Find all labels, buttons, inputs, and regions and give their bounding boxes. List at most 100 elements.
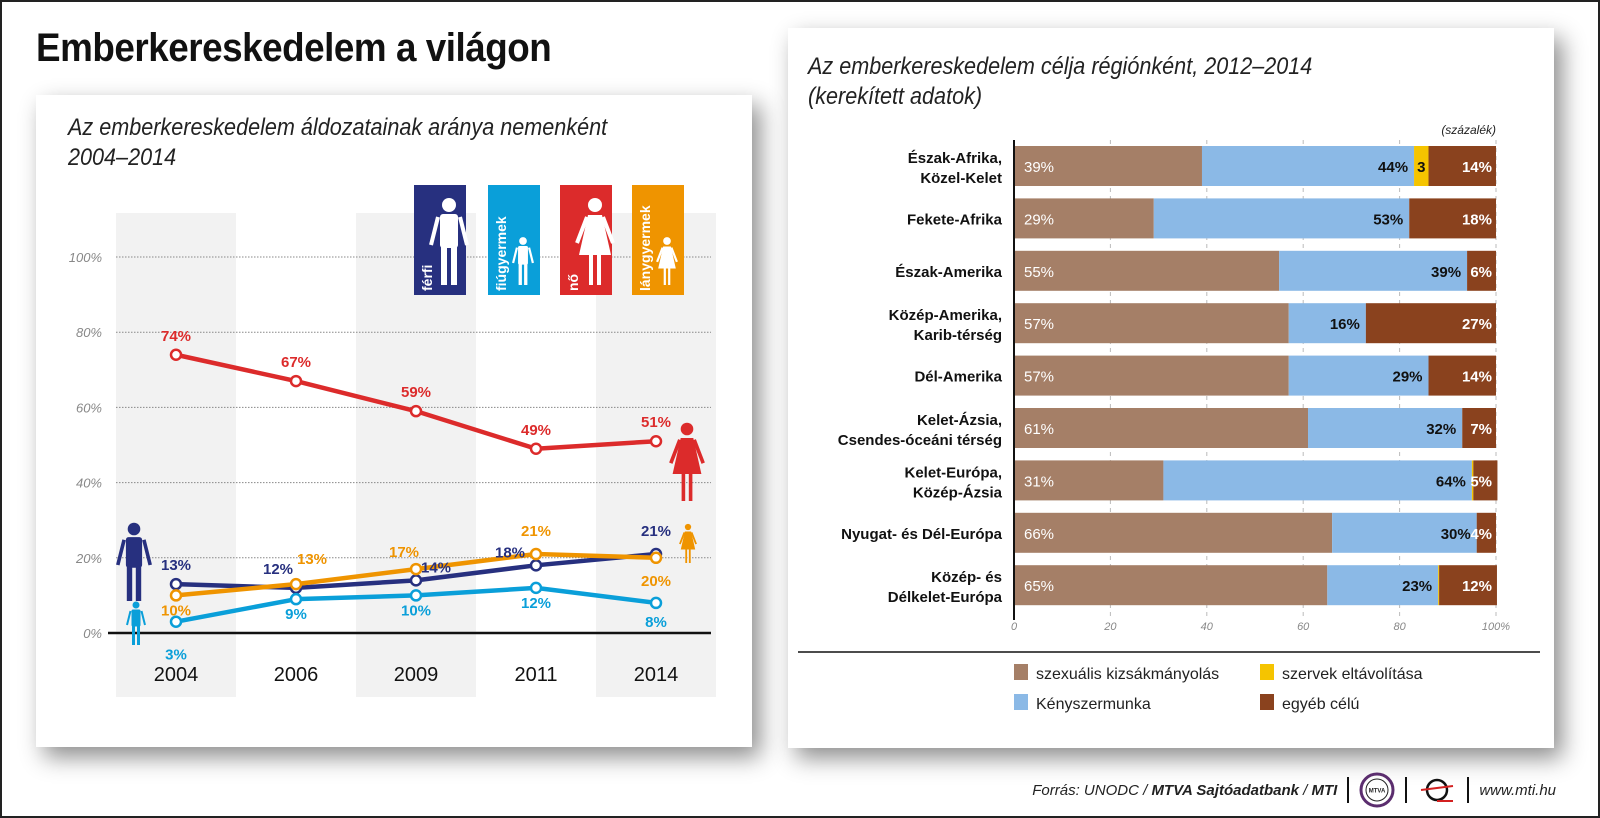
- legend-label: szervek eltávolítása: [1282, 666, 1423, 683]
- legend-label: szexuális kizsákmányolás: [1036, 666, 1219, 683]
- data-point-ferfi: [529, 559, 543, 572]
- data-label-ferfi: 18%: [495, 544, 525, 561]
- data-label-lanygyermek: 13%: [297, 551, 327, 568]
- data-point-lanygyermek: [529, 547, 543, 561]
- mti-logo-icon: [1421, 778, 1454, 802]
- y-tick-label: 80%: [76, 325, 102, 340]
- bar-segment-szervek: [1414, 146, 1429, 186]
- data-point-lanygyermek: [409, 562, 423, 576]
- bar-segment-szexualis: [1014, 460, 1164, 501]
- bar-segment-kenyszer: [1332, 512, 1477, 553]
- bar-segment-kenyszer: [1327, 565, 1439, 606]
- bar-value-label: 14%: [1462, 369, 1492, 386]
- data-label-fiugyermek: 10%: [401, 602, 431, 619]
- bar-value-label: 29%: [1392, 369, 1422, 386]
- y-tick-label: 40%: [76, 476, 102, 491]
- source-prefix: Forrás: UNODC /: [1032, 781, 1152, 799]
- bar-segment-egyeb: [1439, 565, 1497, 606]
- female-person-icon: [656, 237, 678, 285]
- data-label-ferfi: 13%: [161, 557, 191, 574]
- data-label-lanygyermek: 10%: [161, 602, 191, 619]
- data-label-fiugyermek: 9%: [285, 606, 307, 623]
- x-tick-label: 100%: [1482, 621, 1510, 633]
- bar-chart-title-text: Az emberkereskedelem célja régiónként, 2…: [808, 53, 1313, 80]
- line-chart-title: Az emberkereskedelem áldozatainak aránya…: [68, 113, 607, 173]
- data-label-lanygyermek: 17%: [389, 544, 419, 561]
- bar-value-label: 53%: [1373, 211, 1403, 228]
- bar-segment-egyeb: [1473, 460, 1498, 501]
- legend-swatch: [632, 185, 684, 295]
- x-tick-label: 60: [1297, 621, 1310, 633]
- data-point-no: [649, 434, 663, 448]
- data-point-ferfi: [169, 577, 183, 591]
- category-label: Észak-Amerika: [895, 264, 1002, 281]
- bar-segment-szexualis: [1014, 303, 1289, 344]
- bar-value-label: 65%: [1024, 578, 1054, 595]
- category-label: Nyugat- és Dél-Európa: [841, 526, 1003, 543]
- bar-segment-kenyszer: [1201, 146, 1415, 186]
- mtva-logo-icon: MTVA: [1359, 772, 1395, 808]
- bar-row: Dél-Amerika 57% 29% 14%: [914, 355, 1496, 396]
- bar-segment-szexualis: [1014, 250, 1280, 291]
- bar-segment-kenyszer: [1153, 198, 1410, 239]
- bar-segment-szexualis: [1014, 198, 1154, 239]
- category-label: Közép-Amerika,: [889, 307, 1002, 324]
- legend-item-egyeb: egyéb célú: [1260, 694, 1359, 713]
- bar-chart: 0 20 40 60 80 100% (százalék) Észak-Afrika, Köze…: [798, 123, 1540, 713]
- divider: [1347, 777, 1350, 803]
- legend-label: lánygyermek: [637, 205, 653, 291]
- x-tick-label: 0: [1011, 621, 1018, 633]
- bar-value-label: 3: [1417, 159, 1425, 176]
- legend-item-fiugyermek: fiúgyermek: [488, 185, 540, 295]
- x-tick-label: 80: [1393, 621, 1406, 633]
- svg-text:MTVA: MTVA: [1369, 789, 1386, 795]
- category-label: Kelet-Ázsia,: [917, 412, 1002, 429]
- data-point-lanygyermek: [649, 551, 663, 565]
- bar-value-label: 14%: [1462, 159, 1492, 176]
- boy-icon: [126, 601, 146, 645]
- bar-segment-egyeb: [1476, 512, 1496, 553]
- bar-segment-szexualis: [1014, 512, 1333, 553]
- bar-value-label: 57%: [1024, 369, 1054, 386]
- bar-segment-szervek: [1438, 565, 1440, 606]
- x-tick-label: 40: [1201, 621, 1214, 633]
- data-label-ferfi: 12%: [263, 561, 293, 578]
- bar-segment-szexualis: [1014, 146, 1202, 186]
- bar-row: Észak-Afrika, Közel-Kelet 39% 44% 3 14%: [908, 146, 1496, 187]
- x-tick-label: 2009: [394, 664, 439, 686]
- bar-segment-egyeb: [1462, 408, 1496, 448]
- legend-swatch: [1260, 664, 1274, 680]
- page-title: Emberkereskedelem a világon: [36, 26, 552, 70]
- category-label: Közel-Kelet: [920, 170, 1002, 187]
- bar-value-label: 12%: [1462, 578, 1492, 595]
- source-sep: /: [1298, 781, 1312, 799]
- bar-value-label: 32%: [1426, 421, 1456, 438]
- bar-value-label: 16%: [1330, 316, 1360, 333]
- data-label-lanygyermek: 21%: [521, 523, 551, 540]
- category-label: Karib-térség: [914, 327, 1002, 344]
- bar-segment-kenyszer: [1163, 460, 1472, 501]
- data-label-no: 67%: [281, 354, 311, 371]
- category-label: Kelet-Európa,: [904, 464, 1002, 481]
- x-tick-label: 2004: [154, 664, 199, 686]
- bar-value-label: 44%: [1378, 159, 1408, 176]
- bar-segment-szexualis: [1014, 565, 1328, 606]
- data-label-no: 51%: [641, 414, 671, 431]
- data-label-fiugyermek: 3%: [165, 647, 187, 664]
- category-label: Észak-Afrika,: [908, 150, 1002, 167]
- data-label-ferfi: 14%: [421, 559, 451, 576]
- bar-value-label: 57%: [1024, 316, 1054, 333]
- bar-value-label: 64%: [1436, 473, 1466, 490]
- bar-segment-egyeb: [1428, 355, 1496, 396]
- bar-row: Észak-Amerika 55% 39% 6%: [895, 250, 1496, 291]
- data-point-ferfi: [409, 574, 423, 587]
- legend-label: férfi: [419, 265, 435, 291]
- bar-segment-kenyszer: [1279, 250, 1468, 291]
- source-credit: Forrás: UNODC / MTVA Sajtóadatbank / MTI: [1032, 782, 1337, 799]
- x-tick-label: 2014: [634, 664, 679, 686]
- bar-segment-szervek: [1471, 460, 1474, 501]
- data-point-fiugyermek: [289, 592, 303, 606]
- data-label-lanygyermek: 20%: [641, 573, 671, 590]
- legend-item-kenyszer: Kényszermunka: [1014, 694, 1151, 713]
- bar-segment-szexualis: [1014, 408, 1309, 448]
